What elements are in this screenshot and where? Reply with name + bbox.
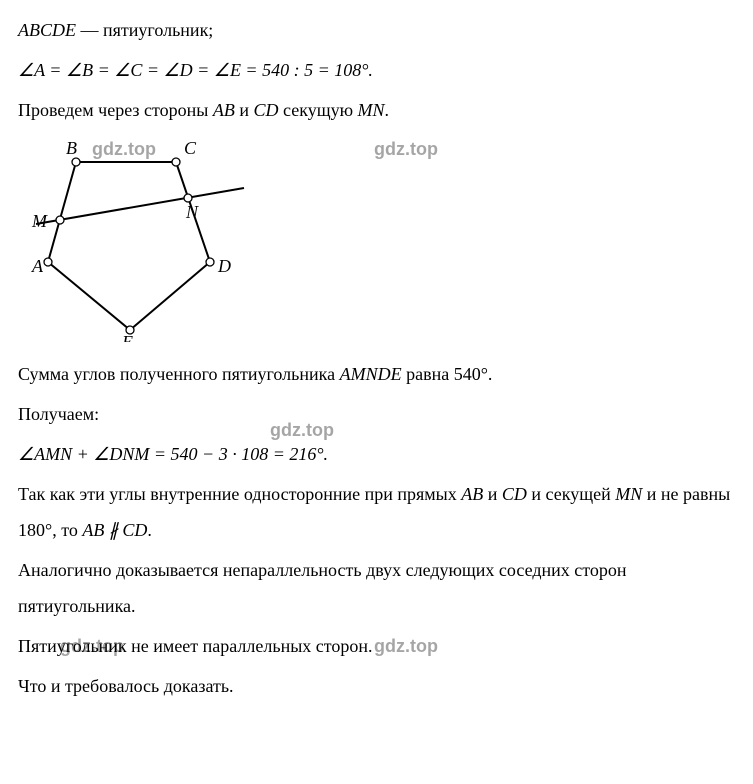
line-we-get: Получаем: [18, 396, 735, 432]
amnde: AMNDE [340, 364, 402, 384]
line-calc: ∠AMN + ∠DNM = 540 − 3 · 108 = 216°. [18, 436, 735, 472]
svg-text:D: D [217, 256, 231, 276]
line-no-parallel: Пятиугольник не имеет параллельных сторо… [18, 628, 735, 664]
mn1: MN [358, 100, 385, 120]
text-pentagon-word: — пятиугольник; [76, 20, 213, 40]
svg-text:A: A [31, 256, 44, 276]
t1: Проведем через стороны [18, 100, 213, 120]
svg-text:B: B [66, 138, 77, 158]
npar: ∦ [104, 520, 122, 540]
c3: и секущей [527, 484, 615, 504]
line-qed: Что и требовалось доказать. [18, 668, 735, 704]
line-angles-equal: ∠A = ∠B = ∠C = ∠D = ∠E = 540 : 5 = 108°. [18, 52, 735, 88]
svg-text:C: C [184, 138, 197, 158]
mn2: MN [615, 484, 642, 504]
svg-text:E: E [121, 332, 133, 342]
line-secant-intro: Проведем через стороны AB и CD секущую M… [18, 92, 735, 128]
svg-text:N: N [185, 202, 199, 222]
c1: Так как эти углы внутренние односторонни… [18, 484, 461, 504]
line-conclusion-parallel: Так как эти углы внутренние односторонни… [18, 476, 735, 548]
c2: и [483, 484, 502, 504]
ab2: AB [461, 484, 483, 504]
text-abcde: ABCDE [18, 20, 76, 40]
cd1: CD [254, 100, 279, 120]
cd3: CD [122, 520, 147, 540]
ab3: AB [82, 520, 104, 540]
line-analogous: Аналогично доказывается непараллельность… [18, 552, 735, 624]
calc-expression: ∠AMN + ∠DNM = 540 − 3 · 108 = 216°. [18, 444, 328, 464]
angles-expression: ∠A = ∠B = ∠C = ∠D = ∠E = 540 : 5 = 108°. [18, 60, 373, 80]
pentagon-diagram: A B C D E M N [18, 132, 735, 354]
ab1: AB [213, 100, 235, 120]
t3: секущую [279, 100, 358, 120]
c5: . [147, 520, 152, 540]
line-given: ABCDE — пятиугольник; [18, 12, 735, 48]
solution-body: ABCDE — пятиугольник; ∠A = ∠B = ∠C = ∠D … [0, 0, 753, 726]
svg-text:M: M [31, 211, 48, 231]
cd2: CD [502, 484, 527, 504]
t4: . [385, 100, 390, 120]
s2: равна 540°. [402, 364, 493, 384]
line-sum-angles: Сумма углов полученного пятиугольника AM… [18, 356, 735, 392]
t2: и [235, 100, 254, 120]
s1: Сумма углов полученного пятиугольника [18, 364, 340, 384]
